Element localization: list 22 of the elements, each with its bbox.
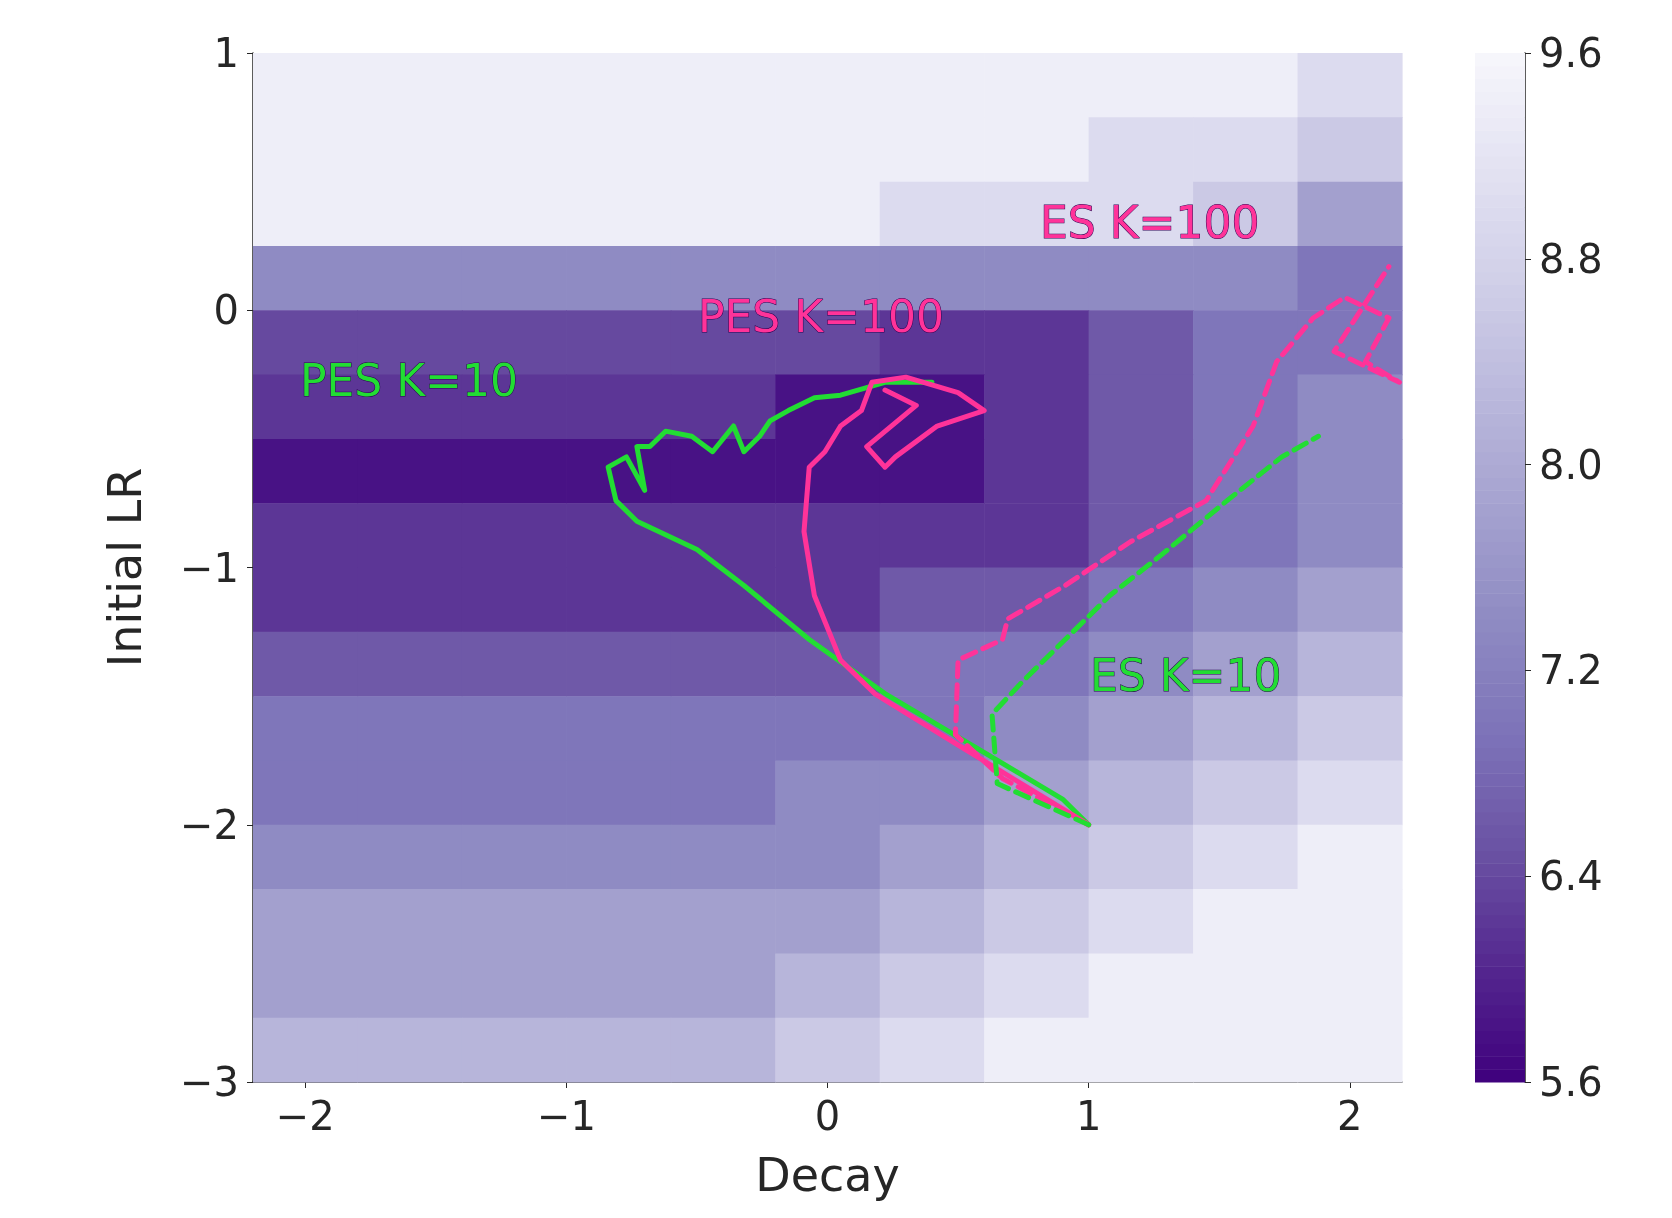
y-tick-label: 1 <box>213 30 239 76</box>
y-tick-label: −2 <box>180 801 239 848</box>
y-tick-label: 0 <box>213 287 239 334</box>
y-tick-label: −1 <box>180 544 239 591</box>
color-bar-label: 7.2 <box>1539 647 1603 694</box>
color-bar-label: 5.6 <box>1539 1059 1603 1105</box>
x-tick-label: 0 <box>814 1093 841 1139</box>
series-label: PES K=100 <box>698 290 944 342</box>
text: ES K=100 <box>1040 196 1260 248</box>
y-tick-label: −3 <box>180 1059 239 1105</box>
color-bar-label: 8.0 <box>1539 441 1603 488</box>
x-tick-label: 1 <box>1075 1093 1102 1139</box>
text: PES K=10 <box>300 354 518 406</box>
x-axis-title: Decay <box>755 1148 900 1202</box>
x-tick-label: −2 <box>275 1093 335 1139</box>
color-bar-label: 8.8 <box>1539 235 1603 282</box>
series-label: ES K=10 <box>1090 649 1282 701</box>
color-bar-label: 6.4 <box>1539 853 1603 900</box>
x-tick-label: 2 <box>1337 1093 1363 1139</box>
x-tick-label: −1 <box>536 1093 596 1139</box>
color-bar-label: 9.6 <box>1539 30 1603 76</box>
y-axis-title: Initial LR <box>98 467 152 668</box>
